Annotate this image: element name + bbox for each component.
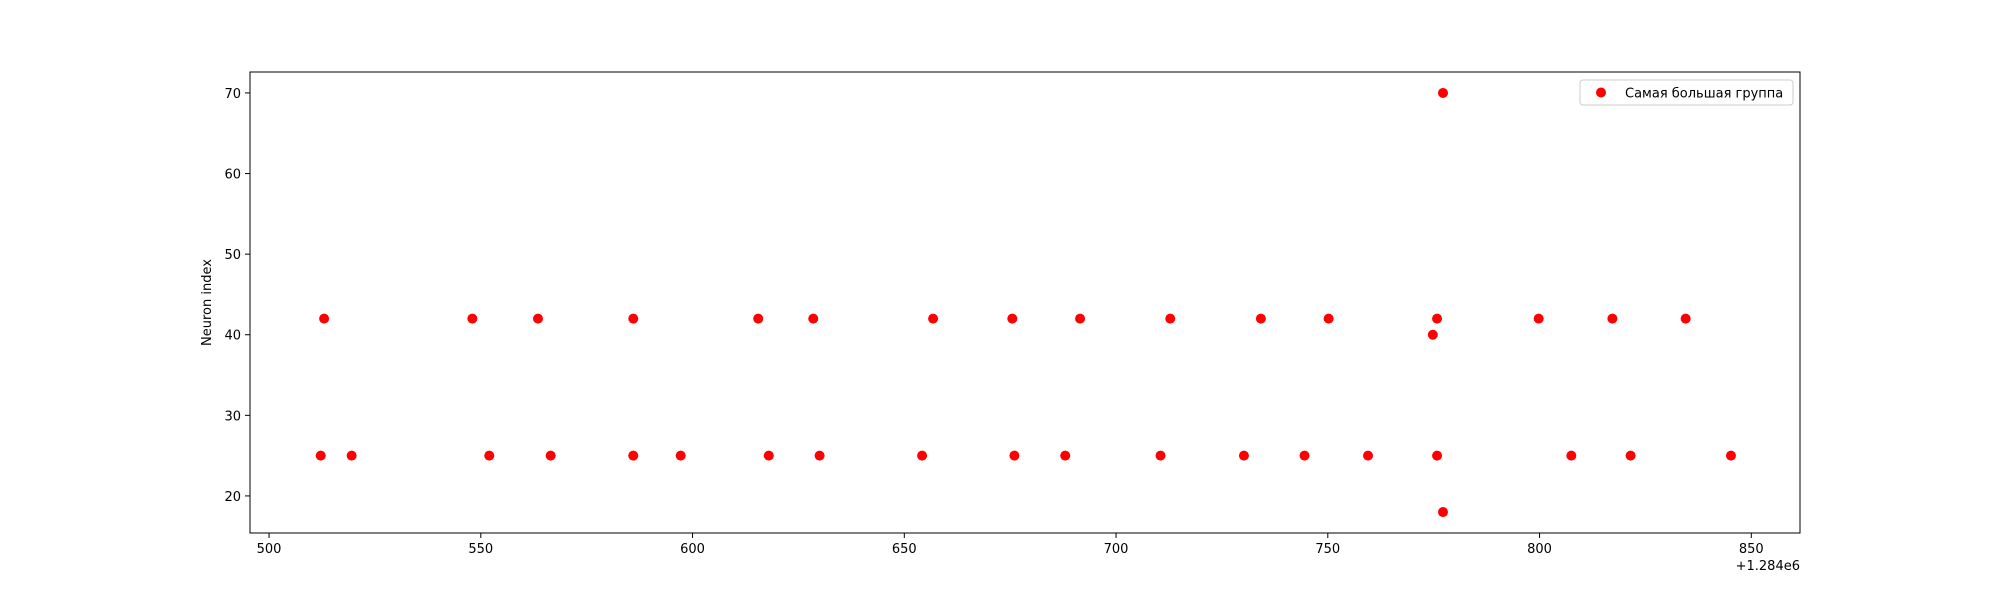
data-point: [1725, 450, 1736, 461]
data-point: [545, 450, 556, 461]
y-axis-label: Neuron index: [200, 259, 215, 346]
data-point: [1427, 329, 1438, 340]
data-point: [1363, 450, 1374, 461]
y-tick-label: 70: [224, 87, 241, 102]
data-point: [1255, 313, 1266, 324]
y-axis-ticks: 20 30 40 50 60 70: [224, 87, 250, 505]
data-point: [532, 313, 543, 324]
data-point: [1007, 313, 1018, 324]
y-tick-label: 20: [224, 490, 241, 505]
data-point: [1437, 507, 1448, 518]
x-tick-label: 850: [1739, 542, 1764, 557]
data-point: [1533, 313, 1544, 324]
x-tick-label: 750: [1315, 542, 1340, 557]
data-point: [763, 450, 774, 461]
x-tick-label: 600: [680, 542, 705, 557]
data-point: [1680, 313, 1691, 324]
data-point: [1566, 450, 1577, 461]
data-point: [1323, 313, 1334, 324]
data-point: [753, 313, 764, 324]
x-axis-ticks: 500 550 600 650 700 750 800 850: [257, 533, 1764, 557]
data-point: [1625, 450, 1636, 461]
y-tick-label: 60: [224, 168, 241, 183]
data-point: [346, 450, 357, 461]
data-point: [1165, 313, 1176, 324]
data-point: [928, 313, 939, 324]
data-point: [1060, 450, 1071, 461]
data-point: [675, 450, 686, 461]
data-point: [814, 450, 825, 461]
legend-marker: [1596, 87, 1606, 98]
x-tick-label: 650: [892, 542, 917, 557]
data-point: [1607, 313, 1618, 324]
data-point: [1155, 450, 1166, 461]
legend-label: Самая большая группа: [1625, 87, 1783, 102]
data-point: [467, 313, 478, 324]
data-point: [1432, 313, 1443, 324]
data-point: [628, 450, 639, 461]
data-point: [1075, 313, 1086, 324]
data-point: [1437, 87, 1448, 98]
data-point: [917, 450, 928, 461]
x-tick-label: 700: [1104, 542, 1129, 557]
y-tick-label: 30: [224, 409, 241, 424]
x-tick-label: 500: [257, 542, 282, 557]
data-point: [319, 313, 330, 324]
data-points: [315, 87, 1736, 518]
data-point: [1432, 450, 1443, 461]
x-tick-label: 800: [1527, 542, 1552, 557]
data-point: [484, 450, 495, 461]
x-tick-label: 550: [468, 542, 493, 557]
y-tick-label: 50: [224, 248, 241, 263]
data-point: [628, 313, 639, 324]
legend-box: [1579, 79, 1794, 106]
data-point: [1299, 450, 1310, 461]
data-point: [1238, 450, 1249, 461]
plot-area: [249, 71, 1801, 534]
axes-frame: [249, 71, 1801, 534]
x-axis-offset-label: +1.284e6: [1736, 559, 1800, 574]
y-tick-label: 40: [224, 329, 241, 344]
data-point: [315, 450, 326, 461]
legend: Самая большая группа: [1579, 79, 1794, 106]
data-point: [1009, 450, 1020, 461]
data-point: [808, 313, 819, 324]
